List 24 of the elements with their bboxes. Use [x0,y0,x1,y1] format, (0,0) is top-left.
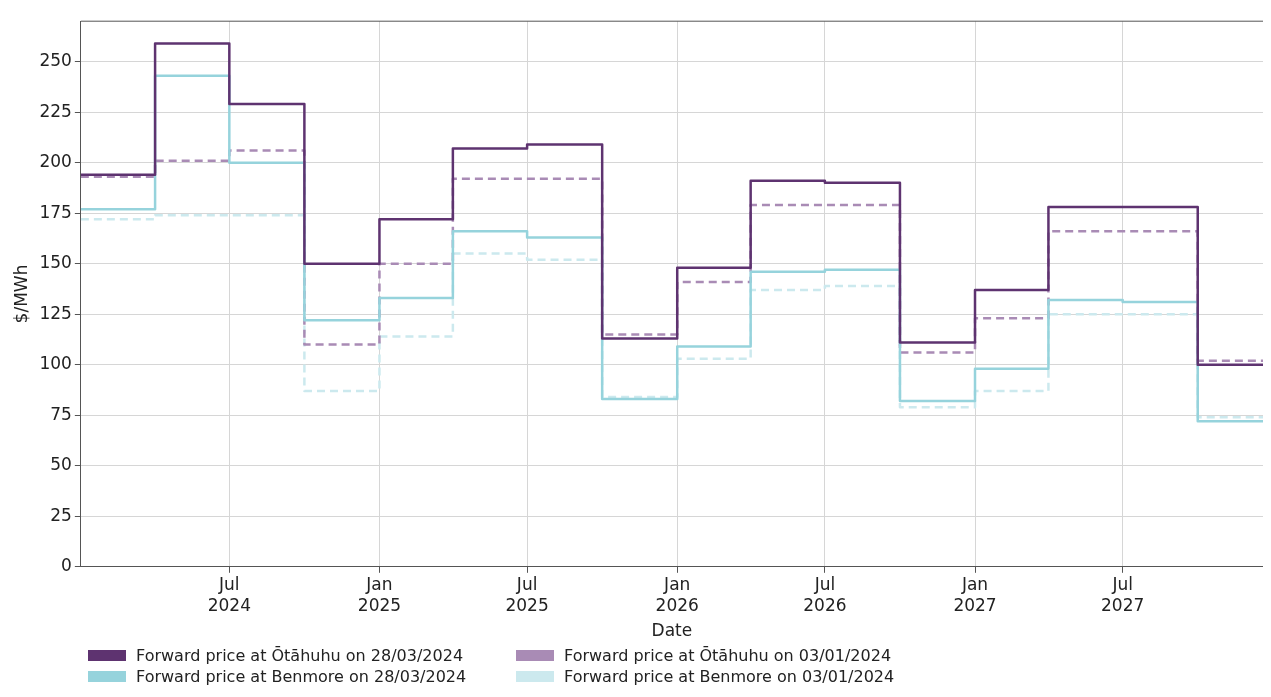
x-tick-label: Jan 2026 [655,574,699,615]
y-tick-label: 75 [50,403,72,424]
y-tick-label: 150 [39,252,72,273]
legend-label: Forward price at Benmore on 28/03/2024 [136,667,467,686]
legend-label: Forward price at Ōtāhuhu on 28/03/2024 [136,646,464,665]
y-tick-label: 225 [39,100,72,121]
y-tick-label: 25 [50,504,72,525]
x-tick-label: Jan 2027 [953,574,997,615]
legend-label: Forward price at Benmore on 03/01/2024 [564,667,895,686]
y-tick-label: 125 [39,302,72,323]
y-tick-label: 100 [39,353,72,374]
y-tick-label: 175 [39,201,72,222]
x-tick-label: Jul 2025 [505,574,549,615]
x-tick-label: Jul 2024 [207,574,251,615]
y-tick-label: 200 [39,151,72,172]
y-tick-label: 250 [39,50,72,71]
x-axis-title: Date [651,620,693,641]
y-tick-label: 0 [61,555,72,576]
y-axis-title: $/MWh [10,264,31,324]
legend-label: Forward price at Ōtāhuhu on 03/01/2024 [564,646,892,665]
x-tick-label: Jan 2025 [357,574,402,615]
x-tick-label: Jul 2027 [1101,574,1145,615]
x-tick-label: Jul 2026 [803,574,847,615]
y-tick-label: 50 [50,454,72,475]
